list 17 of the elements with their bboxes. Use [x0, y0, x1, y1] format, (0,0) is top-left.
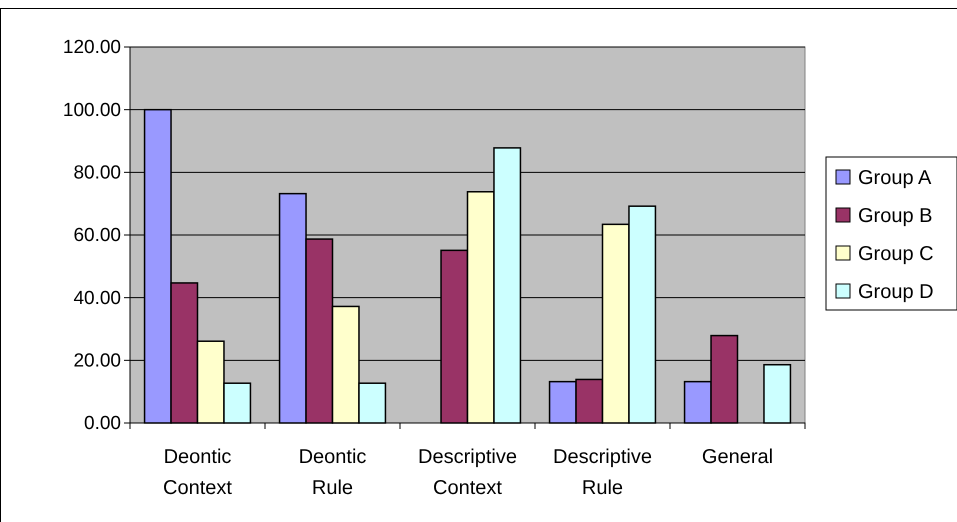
y-tick-label: 60.00 [73, 225, 121, 246]
legend-label: Group A [858, 167, 932, 189]
y-tick-label: 40.00 [73, 288, 121, 309]
y-tick-label: 20.00 [73, 350, 121, 372]
y-tick-label: 120.00 [62, 37, 121, 58]
legend-label: Group B [858, 205, 932, 227]
x-tick-label: General [702, 446, 774, 468]
y-tick-label: 100.00 [62, 100, 121, 121]
y-tick-label: 0.00 [84, 413, 121, 434]
legend-label: Group D [858, 281, 934, 303]
bar [763, 364, 792, 424]
x-tick-label: Deontic Rule [298, 446, 366, 499]
legend-label: Group C [858, 243, 934, 265]
x-tick-label: Deontic Context [163, 446, 232, 499]
x-tick-label: Descriptive Rule [553, 446, 652, 499]
x-tick-label: Descriptive Context [418, 446, 517, 499]
y-tick-label: 80.00 [73, 162, 121, 184]
